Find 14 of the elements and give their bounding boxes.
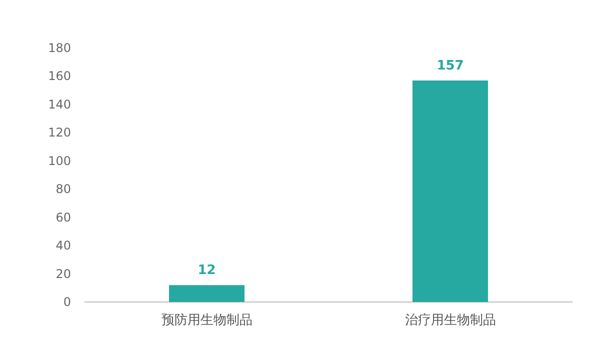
- y-tick-label: 160: [48, 69, 71, 84]
- y-tick-label: 100: [48, 154, 71, 168]
- x-tick-label: 预防用生物制品: [161, 313, 252, 328]
- y-tick-label: 60: [56, 210, 71, 224]
- y-tick-label: 20: [56, 266, 71, 281]
- y-tick-label: 180: [48, 41, 71, 55]
- data-label: 157: [436, 58, 464, 74]
- y-tick-label: 140: [48, 97, 71, 112]
- y-tick-label: 120: [48, 126, 71, 140]
- y-tick-label: 40: [56, 238, 71, 253]
- y-tick-label: 80: [56, 182, 71, 196]
- data-label: 12: [198, 263, 216, 278]
- x-tick-label: 治疗用生物制品: [404, 313, 496, 328]
- y-tick-label: 0: [63, 295, 71, 309]
